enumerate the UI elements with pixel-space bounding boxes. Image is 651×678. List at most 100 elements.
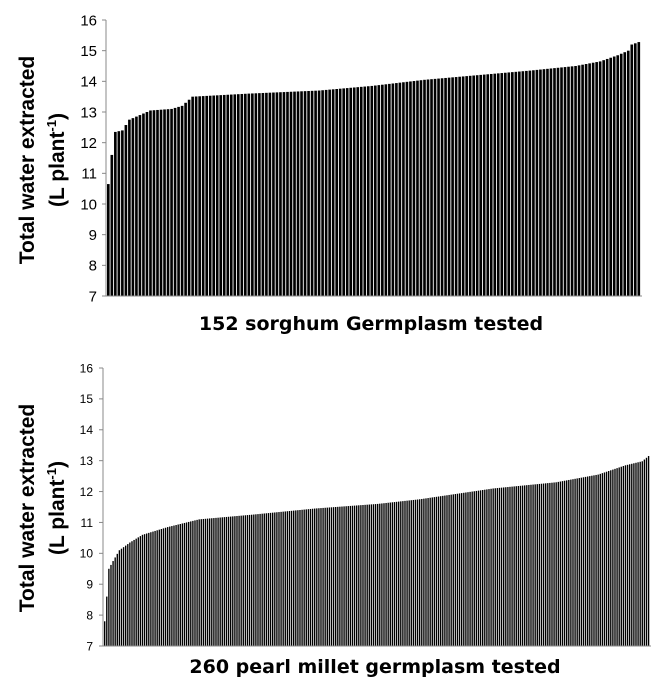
millet-bar [511,486,513,646]
millet-bar [435,496,438,646]
millet-bar [297,510,299,646]
millet-bar [314,508,316,646]
millet-ylabel: Total water extracted [16,404,39,613]
millet-bar [253,514,255,646]
millet-bar [175,525,177,646]
millet-bar [610,470,612,646]
millet-bar [454,494,457,646]
sorghum-bar [500,73,504,296]
millet-bar [221,517,223,646]
millet-bar [114,557,116,646]
sorghum-bar [398,82,402,296]
millet-bar [461,493,463,646]
sorghum-bar [567,66,570,297]
sorghum-bar [233,94,237,297]
millet-bar [341,506,343,646]
millet-bar [351,505,354,646]
millet-bar [425,498,427,646]
sorghum-bar [556,67,560,297]
millet-bar [311,508,314,646]
millet-bar [444,495,446,646]
millet-bar [358,505,360,646]
millet-bar [154,530,156,646]
millet-bar [112,561,114,646]
millet-y-tick-label: 7 [86,639,93,653]
sorghum-bar [528,70,532,296]
sorghum-bar [170,108,173,297]
sorghum-bar [560,67,563,296]
millet-bar [234,516,236,646]
millet-bar [156,530,158,646]
sorghum-bar [472,75,475,296]
millet-bar [469,491,471,646]
millet-bar [190,521,192,646]
millet-bar [631,463,633,646]
sorghum-bar [261,92,265,297]
sorghum-bar [254,93,258,296]
sorghum-bar [602,60,605,296]
millet-y-tick-label: 13 [80,454,94,468]
millet-bar [616,468,618,646]
millet-bar [227,516,230,646]
millet-bar [620,466,622,646]
sorghum-bar [142,113,145,296]
sorghum-bar [479,74,483,296]
millet-bar [202,518,205,646]
sorghum-bar [423,79,426,296]
millet-bar [608,471,610,646]
millet-bar [639,461,641,646]
millet-bar [324,507,326,646]
millet-bar [286,511,289,646]
sorghum-bar [402,82,405,296]
sorghum-bar [159,109,163,296]
millet-bar [139,536,142,646]
millet-bar [272,512,274,646]
millet-bar [383,503,385,646]
millet-bar [274,512,276,646]
sorghum-bar [356,87,360,296]
sorghum-bar [349,87,353,297]
millet-bar [393,502,396,646]
millet-bar [238,515,240,646]
millet-bar [104,621,106,646]
millet-bar [576,478,578,646]
millet-bar [528,484,530,646]
millet-bar [433,497,436,646]
sorghum-bar [384,84,388,296]
millet-bar [597,474,599,646]
sorghum-bar [454,77,458,296]
millet-bar [179,523,181,646]
sorghum-bar [359,86,363,296]
millet-bar [402,501,404,646]
millet-bar [496,488,499,646]
sorghum-y-tick-label: 13 [80,104,97,121]
sorghum-bar [444,77,447,297]
millet-bar [335,507,337,646]
sorghum-bar [377,85,381,297]
millet-bar [131,541,133,646]
sorghum-bar [352,87,356,296]
sorghum-bar [451,77,454,296]
sorghum-bar [370,85,374,297]
millet-bar [626,464,629,646]
millet-bar [479,490,482,646]
sorghum-bar [131,118,135,296]
sorghum-bar [107,184,110,296]
millet-bar [215,517,217,646]
millet-bar [257,514,259,646]
millet-bar [595,474,597,646]
sorghum-bar [363,86,367,296]
sorghum-bar [173,107,177,296]
millet-bar [307,509,310,646]
millet-bar [559,481,562,646]
millet-bar [356,505,358,646]
millet-bar [421,498,423,646]
millet-bar [150,532,152,646]
millet-bar [280,511,282,646]
sorghum-bar [163,109,166,296]
millet-bar [448,494,450,646]
sorghum-bar [279,92,282,296]
millet-bar [299,509,301,646]
